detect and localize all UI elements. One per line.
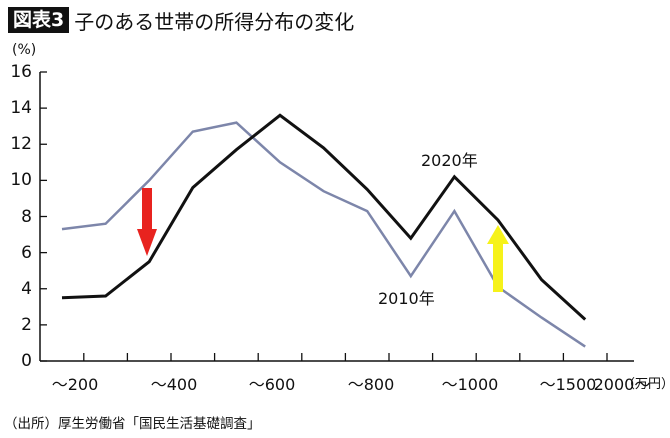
y-tick-label: 0: [21, 351, 32, 371]
up-arrow-icon: [487, 225, 509, 292]
x-tick-label: ～1500: [539, 375, 597, 394]
y-tick-label: 2: [21, 314, 32, 335]
x-tick-label: ～600: [248, 375, 296, 394]
x-tick-label: ～800: [347, 375, 395, 394]
y-tick-label: 14: [10, 98, 32, 119]
x-tick-label: ～1000: [441, 375, 499, 394]
y-tick-label: 16: [10, 62, 32, 82]
title-text: 子のある世帯の所得分布の変化: [74, 9, 355, 34]
y-tick-label: 10: [10, 170, 32, 191]
x-tick-label: 2000～: [593, 375, 651, 394]
series-label-2020: 2020年: [421, 151, 478, 170]
chart-title: 図表3 子のある世帯の所得分布の変化: [8, 6, 354, 34]
series-label-2010: 2010年: [378, 289, 435, 308]
y-axis-unit: (%): [12, 42, 37, 58]
y-tick-label: 6: [21, 242, 32, 263]
figure-badge: 図表3: [8, 7, 70, 33]
y-tick-label: 8: [21, 206, 32, 227]
source-note: （出所）厚生労働省「国民生活基礎調査」: [4, 416, 261, 432]
axes: [39, 71, 634, 362]
x-tick-label: ～400: [150, 375, 198, 394]
down-arrow-icon: [137, 188, 157, 256]
x-tick-label: ～200: [51, 375, 99, 394]
y-tick-label: 4: [21, 278, 32, 299]
y-tick-label: 12: [10, 134, 32, 155]
x-axis-unit: （万円）: [622, 377, 670, 392]
series-2020-line: [61, 113, 587, 321]
